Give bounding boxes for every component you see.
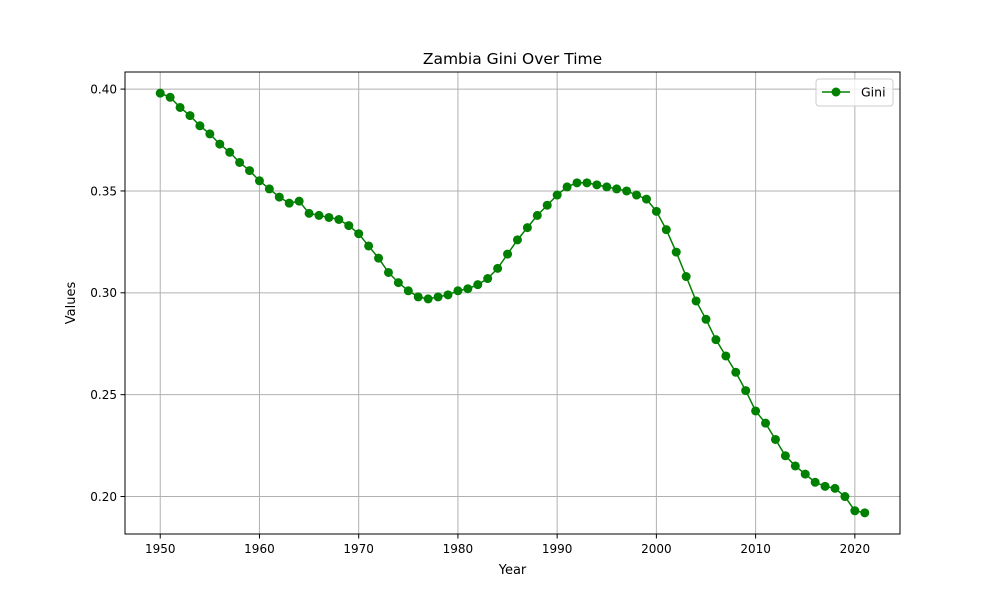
data-point bbox=[254, 176, 264, 186]
y-axis-ticks: 0.20 0.25 0.30 0.35 0.40 bbox=[90, 82, 125, 504]
data-point bbox=[493, 263, 503, 273]
data-point bbox=[364, 241, 374, 251]
data-point bbox=[453, 286, 463, 296]
data-point bbox=[274, 192, 284, 202]
data-point bbox=[294, 196, 304, 206]
data-point bbox=[691, 296, 701, 306]
data-point bbox=[830, 483, 840, 493]
data-point bbox=[195, 121, 205, 131]
data-point bbox=[324, 212, 334, 222]
data-point bbox=[175, 102, 185, 112]
data-point bbox=[770, 434, 780, 444]
data-point bbox=[374, 253, 384, 263]
data-point bbox=[344, 221, 354, 231]
data-point bbox=[681, 272, 691, 282]
data-point bbox=[383, 267, 393, 277]
data-point bbox=[671, 247, 681, 257]
data-point bbox=[850, 506, 860, 516]
data-point bbox=[483, 274, 493, 284]
data-point bbox=[562, 182, 572, 192]
data-point bbox=[572, 178, 582, 188]
series-layer bbox=[155, 88, 870, 518]
x-tick-label: 1970 bbox=[343, 542, 374, 556]
data-point bbox=[661, 225, 671, 235]
data-point bbox=[810, 477, 820, 487]
legend-marker-swatch bbox=[831, 87, 841, 97]
x-tick-label: 1960 bbox=[244, 542, 275, 556]
data-point bbox=[304, 208, 314, 218]
grid-lines bbox=[125, 72, 900, 534]
x-tick-label: 1950 bbox=[145, 542, 176, 556]
data-point bbox=[751, 406, 761, 416]
data-point bbox=[711, 335, 721, 345]
y-tick-label: 0.30 bbox=[90, 286, 117, 300]
y-axis-label: Values bbox=[64, 282, 79, 325]
data-point bbox=[503, 249, 513, 259]
data-point bbox=[413, 292, 423, 302]
data-point bbox=[731, 367, 741, 377]
data-point bbox=[701, 314, 711, 324]
y-tick-label: 0.25 bbox=[90, 388, 117, 402]
data-point bbox=[552, 190, 562, 200]
data-point bbox=[582, 178, 592, 188]
data-point bbox=[741, 386, 751, 396]
x-axis-label: Year bbox=[498, 563, 527, 578]
data-point bbox=[651, 206, 661, 216]
data-point bbox=[264, 184, 274, 194]
data-point bbox=[225, 147, 235, 157]
data-point bbox=[155, 88, 165, 98]
data-point bbox=[423, 294, 433, 304]
data-point bbox=[512, 235, 522, 245]
y-tick-label: 0.35 bbox=[90, 184, 117, 198]
data-point bbox=[314, 210, 324, 220]
data-point bbox=[641, 194, 651, 204]
x-tick-label: 2000 bbox=[641, 542, 672, 556]
data-point bbox=[443, 290, 453, 300]
data-point bbox=[522, 223, 532, 233]
x-axis-ticks: 1950 1960 1970 1980 1990 2000 2010 2020 bbox=[145, 534, 870, 556]
x-tick-label: 1990 bbox=[542, 542, 573, 556]
data-point bbox=[542, 200, 552, 210]
data-point bbox=[235, 157, 245, 167]
data-point bbox=[433, 292, 443, 302]
chart-title: Zambia Gini Over Time bbox=[423, 50, 602, 68]
data-point bbox=[612, 184, 622, 194]
y-tick-label: 0.20 bbox=[90, 490, 117, 504]
x-tick-label: 1980 bbox=[443, 542, 474, 556]
data-point bbox=[245, 166, 255, 176]
data-point bbox=[185, 111, 195, 121]
data-point bbox=[820, 481, 830, 491]
data-point bbox=[800, 469, 810, 479]
x-tick-label: 2010 bbox=[740, 542, 771, 556]
data-point bbox=[393, 278, 403, 288]
data-point bbox=[215, 139, 225, 149]
data-point bbox=[860, 508, 870, 518]
plot-area-frame bbox=[124, 71, 901, 535]
data-point bbox=[780, 451, 790, 461]
data-point bbox=[463, 284, 473, 294]
data-point bbox=[632, 190, 642, 200]
data-point bbox=[334, 214, 344, 224]
data-point bbox=[532, 210, 542, 220]
legend-label: Gini bbox=[861, 85, 886, 100]
data-point bbox=[761, 418, 771, 428]
data-point bbox=[790, 461, 800, 471]
data-point bbox=[205, 129, 215, 139]
data-point bbox=[284, 198, 294, 208]
data-point bbox=[592, 180, 602, 190]
data-point bbox=[403, 286, 413, 296]
data-point bbox=[354, 229, 364, 239]
data-point bbox=[473, 280, 483, 290]
data-point bbox=[602, 182, 612, 192]
legend: Gini bbox=[815, 78, 894, 107]
legend-box bbox=[815, 78, 894, 107]
y-tick-label: 0.40 bbox=[90, 82, 117, 96]
x-tick-label: 2020 bbox=[840, 542, 871, 556]
data-point bbox=[721, 351, 731, 361]
data-point bbox=[622, 186, 632, 196]
data-point bbox=[840, 492, 850, 502]
data-point bbox=[165, 92, 175, 102]
